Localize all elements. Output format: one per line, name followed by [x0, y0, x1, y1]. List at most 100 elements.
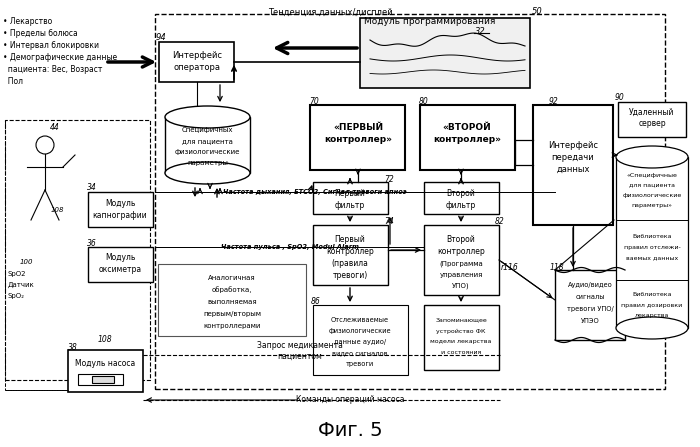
- Text: Второй: Второй: [447, 189, 475, 198]
- Text: управления: управления: [440, 272, 483, 278]
- Text: контроллер»: контроллер»: [433, 135, 501, 143]
- Bar: [533, 105, 613, 225]
- Text: Модуль насоса: Модуль насоса: [75, 358, 135, 367]
- Text: данных: данных: [556, 164, 589, 173]
- Text: 34: 34: [87, 184, 97, 193]
- Text: контроллер: контроллер: [437, 248, 485, 257]
- Text: 50: 50: [531, 8, 542, 17]
- Text: 118: 118: [550, 262, 564, 271]
- Text: видео сигналов: видео сигналов: [332, 350, 388, 356]
- Text: Аналогичная: Аналогичная: [208, 275, 255, 281]
- Text: SpO2: SpO2: [8, 271, 27, 277]
- Text: Команды операций насоса: Команды операций насоса: [295, 396, 405, 405]
- Bar: [159, 42, 234, 82]
- Text: физиологические: физиологические: [622, 193, 682, 198]
- Text: Частота дыхания, ETCO2, Сигнал тревоги апноэ: Частота дыхания, ETCO2, Сигнал тревоги а…: [223, 189, 407, 195]
- Text: Частота пульса , SpO2, Modul Alarm: Частота пульса , SpO2, Modul Alarm: [221, 244, 359, 250]
- Text: Удаленный: Удаленный: [629, 107, 675, 117]
- Text: «Специфичные: «Специфичные: [626, 173, 678, 177]
- Text: капнографии: капнографии: [92, 211, 147, 219]
- Text: r116: r116: [501, 262, 519, 271]
- Text: Библиотека: Библиотека: [632, 233, 672, 239]
- Text: «ВТОРОЙ: «ВТОРОЙ: [442, 122, 491, 131]
- Text: • Демографические данные: • Демографические данные: [3, 54, 117, 63]
- Text: Тенденция данных/дисплей: Тенденция данных/дисплей: [267, 8, 392, 17]
- Text: 72: 72: [384, 174, 394, 184]
- Bar: [88, 192, 153, 227]
- Bar: [92, 376, 114, 383]
- Bar: [313, 182, 388, 214]
- Ellipse shape: [165, 106, 250, 128]
- Bar: [68, 350, 143, 392]
- Text: Аудио/видео: Аудио/видео: [568, 282, 612, 288]
- Text: Фиг. 5: Фиг. 5: [318, 421, 382, 439]
- Bar: [424, 182, 499, 214]
- Text: тревоги): тревоги): [332, 271, 368, 281]
- Circle shape: [36, 136, 54, 154]
- Bar: [555, 270, 625, 340]
- Text: пациентом: пациентом: [278, 351, 323, 360]
- Text: (правила: (правила: [332, 260, 368, 269]
- Text: правил отслежи-: правил отслежи-: [624, 245, 680, 249]
- Text: физиологические: физиологические: [175, 149, 240, 155]
- Text: ваемых данных: ваемых данных: [626, 256, 678, 261]
- Text: Второй: Второй: [447, 236, 475, 245]
- Text: оксиметра: оксиметра: [99, 265, 141, 274]
- Ellipse shape: [165, 162, 250, 184]
- Bar: [155, 14, 665, 389]
- Text: контроллер: контроллер: [326, 248, 374, 257]
- Text: 94: 94: [155, 34, 167, 42]
- Text: модели лекарства: модели лекарства: [430, 340, 491, 345]
- Text: 38: 38: [68, 342, 78, 351]
- Text: Модуль: Модуль: [105, 253, 135, 262]
- Text: Отслеживаемые: Отслеживаемые: [331, 317, 389, 323]
- Text: сигналы: сигналы: [575, 294, 605, 300]
- Text: Интерфейс: Интерфейс: [172, 51, 222, 59]
- Text: параметры»: параметры»: [631, 202, 673, 207]
- Text: сервер: сервер: [638, 118, 666, 127]
- Text: параметры: параметры: [187, 160, 228, 166]
- Text: Интерфейс: Интерфейс: [548, 140, 598, 149]
- Text: передачи: передачи: [552, 152, 594, 161]
- Text: (Программа: (Программа: [439, 261, 483, 267]
- Text: фильтр: фильтр: [446, 201, 476, 210]
- Text: лекарства: лекарства: [635, 312, 669, 317]
- Text: фильтр: фильтр: [335, 201, 365, 210]
- Bar: [424, 225, 499, 295]
- Text: SpO₂: SpO₂: [8, 293, 25, 299]
- Bar: [616, 157, 688, 328]
- Text: УПО): УПО): [452, 283, 470, 289]
- Text: тревоги УПО/: тревоги УПО/: [566, 306, 613, 312]
- Text: данные аудио/: данные аудио/: [334, 339, 386, 345]
- Text: • Лекарство: • Лекарство: [3, 17, 52, 26]
- Bar: [158, 264, 306, 336]
- Text: выполняемая: выполняемая: [207, 299, 257, 305]
- Bar: [165, 117, 250, 173]
- Text: и состояния: и состояния: [441, 350, 481, 355]
- Text: 86: 86: [311, 298, 321, 307]
- Text: Модуль программирования: Модуль программирования: [364, 17, 496, 26]
- Text: 36: 36: [87, 239, 97, 248]
- Text: • Пределы болюса: • Пределы болюса: [3, 30, 78, 38]
- Bar: [310, 105, 405, 170]
- Text: 80: 80: [419, 97, 429, 105]
- Bar: [313, 305, 408, 375]
- Bar: [420, 105, 515, 170]
- Bar: [5, 120, 150, 380]
- Text: для пациента: для пациента: [182, 138, 233, 144]
- Text: пациента: Вес, Возраст: пациента: Вес, Возраст: [3, 66, 102, 75]
- Text: 44: 44: [50, 123, 60, 132]
- Text: 92: 92: [549, 97, 559, 105]
- Text: правил дозировки: правил дозировки: [622, 303, 682, 308]
- Ellipse shape: [616, 317, 688, 339]
- Text: Библиотека: Библиотека: [632, 292, 672, 298]
- Text: тревоги: тревоги: [346, 361, 374, 367]
- Text: контроллер»: контроллер»: [324, 135, 392, 143]
- Text: 82: 82: [495, 218, 505, 227]
- Text: Запрос медикамента: Запрос медикамента: [257, 341, 343, 350]
- Text: 108: 108: [50, 207, 64, 213]
- Bar: [618, 102, 686, 137]
- Text: Первый: Первый: [335, 189, 365, 198]
- Bar: [88, 247, 153, 282]
- Text: 108: 108: [98, 336, 112, 345]
